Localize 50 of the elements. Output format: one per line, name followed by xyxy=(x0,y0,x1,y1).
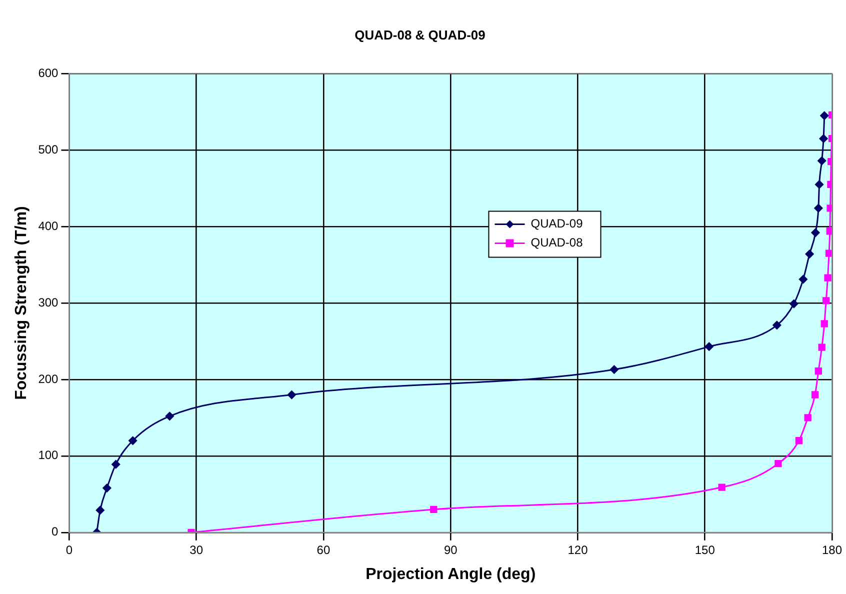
point xyxy=(704,342,714,351)
point xyxy=(811,391,819,398)
x-tick-label: 120 xyxy=(568,542,588,557)
point xyxy=(610,365,618,374)
point xyxy=(772,320,782,330)
point xyxy=(804,414,812,422)
y-tick-label: 500 xyxy=(38,142,59,156)
y-axis-title: Focussing Strength (T/m) xyxy=(13,206,30,400)
point xyxy=(818,344,826,351)
point xyxy=(430,506,438,514)
x-tick-label: 60 xyxy=(316,542,330,557)
x-axis-title: Projection Angle (deg) xyxy=(366,566,536,583)
point xyxy=(287,390,296,400)
point xyxy=(820,320,828,328)
point xyxy=(820,111,829,120)
x-tick-label: 90 xyxy=(444,542,458,557)
point xyxy=(798,275,808,284)
point xyxy=(814,204,823,212)
point xyxy=(102,484,112,492)
legend-label: QUAD-09 xyxy=(530,216,584,231)
point xyxy=(774,460,782,468)
legend-label: QUAD-08 xyxy=(530,236,584,250)
point xyxy=(805,250,814,258)
y-tick-label: 100 xyxy=(38,448,59,462)
point xyxy=(825,250,832,257)
point xyxy=(718,484,726,491)
point xyxy=(824,274,832,282)
chart-title: QUAD-08 & QUAD-09 xyxy=(354,27,486,42)
point xyxy=(822,297,830,304)
point xyxy=(128,436,138,445)
y-tick-label: 300 xyxy=(38,295,59,310)
x-tick-label: 150 xyxy=(694,542,716,557)
y-tick-label: 0 xyxy=(52,524,59,539)
point xyxy=(814,367,822,375)
x-tick-label: 0 xyxy=(66,542,73,557)
point xyxy=(826,228,832,235)
x-tick-label: 180 xyxy=(822,542,842,557)
point xyxy=(811,228,820,237)
point xyxy=(96,506,104,514)
point xyxy=(815,180,824,189)
point xyxy=(112,460,120,469)
point xyxy=(165,412,174,420)
point xyxy=(819,134,828,143)
y-tick-label: 400 xyxy=(38,218,59,233)
x-tick-label: 30 xyxy=(190,542,204,557)
y-tick-label: 600 xyxy=(38,66,59,80)
point xyxy=(790,300,798,308)
point xyxy=(795,437,803,444)
point xyxy=(818,156,826,166)
y-tick-label: 200 xyxy=(38,372,59,386)
